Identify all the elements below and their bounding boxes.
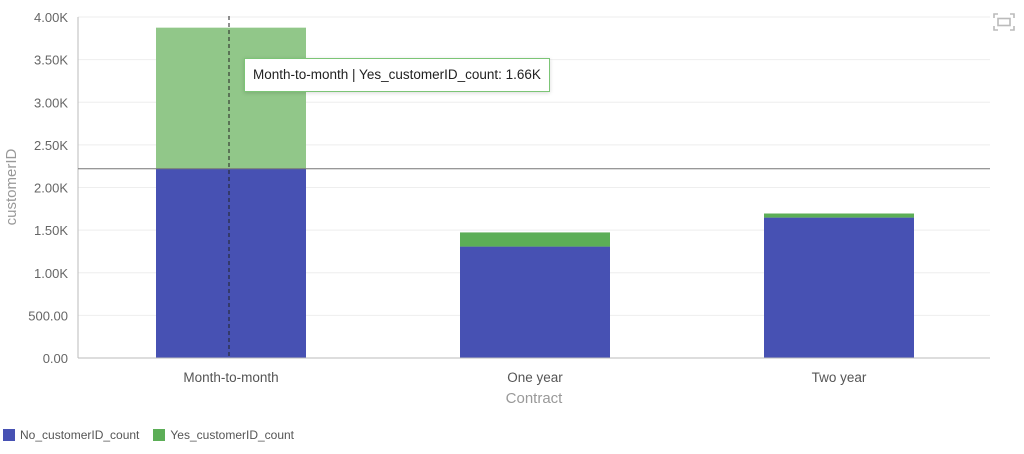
x-tick-label: Two year	[812, 370, 867, 385]
y-tick-label: 1.50K	[34, 223, 68, 238]
y-tick-label: 2.00K	[34, 181, 68, 196]
bar-no-0[interactable]	[156, 168, 306, 358]
bar-yes-0[interactable]	[156, 27, 306, 169]
bar-yes-1[interactable]	[460, 232, 610, 247]
bar-no-1[interactable]	[460, 246, 610, 358]
y-tick-label: 1.00K	[34, 266, 68, 281]
tooltip: Month-to-month | Yes_customerID_count: 1…	[244, 58, 550, 92]
y-tick-label: 2.50K	[34, 138, 68, 153]
legend-swatch-no	[3, 429, 15, 441]
legend: No_customerID_count Yes_customerID_count	[3, 428, 294, 442]
y-tick-label: 0.00	[43, 351, 68, 366]
y-tick-label: 500.00	[28, 308, 68, 323]
y-tick-label: 4.00K	[34, 10, 68, 25]
x-tick-label: One year	[507, 370, 563, 385]
x-axis-title: Contract	[506, 390, 564, 407]
expand-icon[interactable]	[993, 13, 1015, 31]
legend-label-yes: Yes_customerID_count	[170, 428, 295, 442]
bar-yes-2[interactable]	[764, 213, 914, 218]
legend-swatch-yes	[153, 429, 166, 441]
y-tick-label: 3.50K	[34, 53, 68, 68]
y-axis-title: customerID	[3, 148, 20, 225]
legend-item-no[interactable]: No_customerID_count	[3, 428, 139, 442]
x-tick-label: Month-to-month	[183, 370, 278, 385]
legend-item-yes[interactable]: Yes_customerID_count	[153, 428, 294, 442]
legend-label-no: No_customerID_count	[20, 428, 140, 442]
y-tick-label: 3.00K	[34, 95, 68, 110]
bar-no-2[interactable]	[764, 217, 914, 358]
